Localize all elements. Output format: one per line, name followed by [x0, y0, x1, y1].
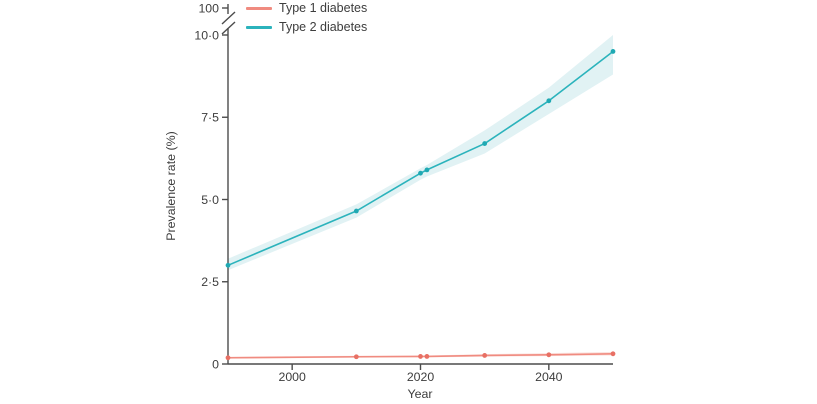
legend-item-type1: Type 1 diabetes: [246, 0, 367, 18]
y-axis-title: Prevalence rate (%): [164, 131, 178, 241]
type1-data-point: [353, 354, 359, 360]
type1-data-point: [418, 354, 423, 359]
axis-break-slash: [221, 11, 236, 25]
type1-data-point: [610, 351, 616, 357]
type1-line-swatch: [246, 7, 272, 10]
x-axis-title: Year: [407, 387, 433, 401]
type2-data-point: [353, 208, 359, 214]
type2-data-point: [610, 49, 616, 54]
type2-data-point: [424, 167, 430, 173]
x-tick-label: 2000: [278, 370, 306, 384]
type2-line-swatch: [246, 26, 272, 29]
y-tick-label: 7·5: [201, 111, 219, 125]
type1-data-point: [424, 354, 430, 359]
y-tick-label: 0: [212, 357, 219, 371]
type1-data-point: [225, 355, 231, 361]
legend-label-type2: Type 2 diabetes: [279, 20, 368, 34]
type1-data-point: [546, 352, 552, 358]
legend-item-type2: Type 2 diabetes: [246, 18, 367, 37]
type2-data-point: [225, 262, 231, 268]
y-tick-label: 10·0: [194, 28, 219, 42]
type1-data-point: [482, 353, 488, 358]
type2-data-point: [418, 170, 423, 176]
confidence-band-type2: [228, 35, 613, 271]
legend: Type 1 diabetes Type 2 diabetes: [246, 0, 367, 37]
y-tick-label: 100: [198, 1, 219, 15]
y-tick-label: 5·0: [201, 193, 219, 207]
legend-label-type1: Type 1 diabetes: [279, 1, 368, 15]
y-tick-label: 2·5: [201, 275, 219, 289]
type2-data-point: [546, 98, 552, 104]
x-tick-label: 2020: [407, 370, 435, 384]
type2-data-point: [482, 141, 488, 146]
x-tick-label: 2040: [535, 370, 563, 384]
